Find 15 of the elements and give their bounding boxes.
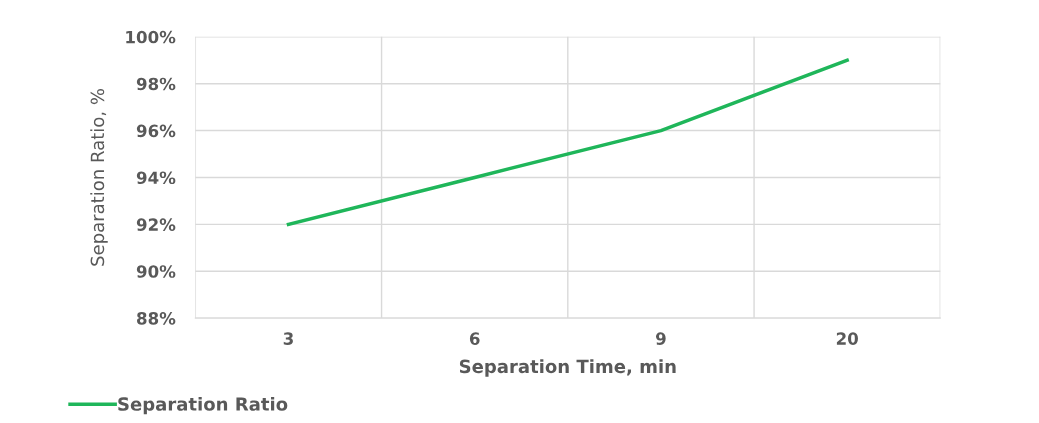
x-tick-label: 9 bbox=[656, 332, 666, 345]
y-tick-label: 100% bbox=[126, 30, 176, 44]
y-tick-label: 96% bbox=[136, 124, 176, 138]
legend-label: Separation Ratio bbox=[118, 396, 288, 415]
y-tick-label: 94% bbox=[136, 171, 176, 185]
x-tick-label: 3 bbox=[283, 332, 293, 345]
line-series bbox=[286, 58, 849, 227]
x-tick-label: 6 bbox=[469, 332, 480, 345]
y-tick-label: 98% bbox=[136, 77, 176, 91]
y-tick-label: 90% bbox=[136, 265, 176, 278]
y-axis-title: Separation Ratio, % bbox=[90, 89, 108, 266]
x-tick-label: 20 bbox=[836, 332, 858, 345]
x-axis-title: Separation Time, min bbox=[459, 359, 676, 377]
y-tick-label: 92% bbox=[136, 218, 176, 231]
y-tick-label: 88% bbox=[137, 312, 176, 325]
